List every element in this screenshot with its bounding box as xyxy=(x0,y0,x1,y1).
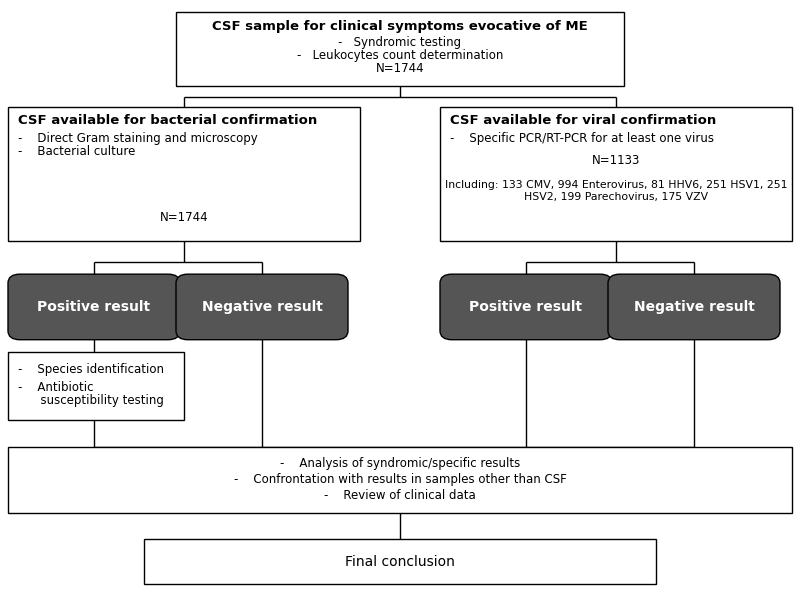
Text: Positive result: Positive result xyxy=(470,300,582,314)
Text: -    Antibiotic: - Antibiotic xyxy=(18,381,93,394)
FancyBboxPatch shape xyxy=(8,447,792,513)
FancyBboxPatch shape xyxy=(8,352,184,420)
Text: -    Direct Gram staining and microscopy: - Direct Gram staining and microscopy xyxy=(18,132,258,145)
FancyBboxPatch shape xyxy=(8,274,180,340)
FancyBboxPatch shape xyxy=(440,107,792,241)
Text: -    Review of clinical data: - Review of clinical data xyxy=(324,489,476,502)
Text: Final conclusion: Final conclusion xyxy=(345,555,455,569)
Text: -    Confrontation with results in samples other than CSF: - Confrontation with results in samples … xyxy=(234,473,566,486)
FancyBboxPatch shape xyxy=(440,274,612,340)
Text: -   Syndromic testing: - Syndromic testing xyxy=(338,36,462,49)
Text: susceptibility testing: susceptibility testing xyxy=(18,394,163,407)
Text: -   Leukocytes count determination: - Leukocytes count determination xyxy=(297,49,503,62)
FancyBboxPatch shape xyxy=(176,12,624,86)
FancyBboxPatch shape xyxy=(8,107,360,241)
Text: Negative result: Negative result xyxy=(634,300,754,314)
Text: Positive result: Positive result xyxy=(38,300,150,314)
Text: -    Species identification: - Species identification xyxy=(18,363,163,376)
Text: -    Analysis of syndromic/specific results: - Analysis of syndromic/specific results xyxy=(280,457,520,470)
Text: Including: 133 CMV, 994 Enterovirus, 81 HHV6, 251 HSV1, 251: Including: 133 CMV, 994 Enterovirus, 81 … xyxy=(445,180,787,190)
FancyBboxPatch shape xyxy=(176,274,348,340)
Text: -    Bacterial culture: - Bacterial culture xyxy=(18,145,135,159)
Text: CSF sample for clinical symptoms evocative of ME: CSF sample for clinical symptoms evocati… xyxy=(212,20,588,33)
FancyBboxPatch shape xyxy=(144,539,656,584)
Text: HSV2, 199 Parechovirus, 175 VZV: HSV2, 199 Parechovirus, 175 VZV xyxy=(524,192,708,201)
Text: N=1133: N=1133 xyxy=(592,154,640,167)
FancyBboxPatch shape xyxy=(608,274,780,340)
Text: N=1744: N=1744 xyxy=(376,62,424,75)
Text: N=1744: N=1744 xyxy=(160,211,208,224)
Text: Negative result: Negative result xyxy=(202,300,322,314)
Text: CSF available for bacterial confirmation: CSF available for bacterial confirmation xyxy=(18,114,317,127)
Text: CSF available for viral confirmation: CSF available for viral confirmation xyxy=(450,114,716,127)
Text: -    Specific PCR/RT-PCR for at least one virus: - Specific PCR/RT-PCR for at least one v… xyxy=(450,132,714,145)
